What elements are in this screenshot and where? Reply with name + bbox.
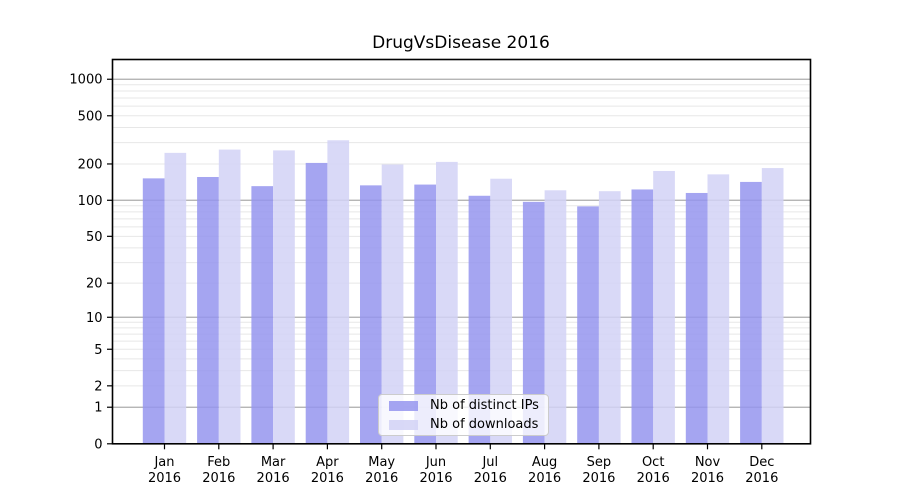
x-tick-label-month: Dec: [749, 455, 774, 470]
x-tick-label-month: Sep: [587, 455, 612, 470]
x-tick-label-month: Jul: [481, 455, 498, 470]
x-tick-label-month: Apr: [316, 455, 339, 470]
legend-item-downloads: Nb of downloads: [389, 416, 548, 432]
x-tick-label-year: 2016: [474, 471, 507, 486]
bar-downloads-sep: [598, 191, 621, 444]
legend-label-distinct-ips: Nb of distinct IPs: [430, 397, 539, 413]
legend: Nb of distinct IPs Nb of downloads: [378, 394, 549, 436]
bar-distinct-ips-oct: [631, 189, 654, 444]
x-tick-label-month: Mar: [261, 455, 286, 470]
x-tick-label-month: Oct: [642, 455, 664, 470]
bar-downloads-jan: [164, 152, 187, 444]
y-tick-label: 50: [86, 230, 103, 245]
bar-downloads-feb: [218, 149, 241, 444]
y-tick-label: 5: [94, 343, 102, 358]
bar-downloads-may: [381, 164, 404, 444]
bar-downloads-mar: [273, 150, 295, 444]
x-tick-label-year: 2016: [365, 471, 398, 486]
bar-downloads-jul: [490, 178, 512, 444]
x-tick-label-year: 2016: [202, 471, 235, 486]
bar-distinct-ips-jun: [414, 184, 436, 444]
legend-label-downloads: Nb of downloads: [430, 416, 539, 432]
x-tick-label-year: 2016: [419, 471, 452, 486]
bar-distinct-ips-dec: [740, 181, 762, 444]
x-tick-label-month: Nov: [695, 455, 721, 470]
bar-distinct-ips-jul: [468, 195, 491, 444]
x-tick-label-month: Jan: [153, 455, 174, 470]
bar-downloads-dec: [761, 168, 784, 444]
bar-distinct-ips-mar: [251, 186, 274, 444]
bar-distinct-ips-sep: [577, 206, 599, 444]
bar-distinct-ips-may: [360, 185, 382, 444]
legend-swatch-distinct-ips: [389, 400, 418, 411]
y-tick-label: 1000: [69, 73, 102, 88]
plot-border: [111, 58, 812, 445]
x-tick-label-month: Aug: [532, 455, 557, 470]
x-tick-label-year: 2016: [637, 471, 670, 486]
bar-downloads-jun: [436, 161, 458, 444]
x-tick-label-year: 2016: [257, 471, 290, 486]
y-tick-label: 2: [94, 379, 102, 394]
x-tick-label-year: 2016: [691, 471, 724, 486]
y-tick-label: 100: [78, 194, 103, 209]
bar-downloads-apr: [327, 140, 350, 444]
y-tick-label: 0: [94, 437, 102, 452]
x-tick-label-year: 2016: [311, 471, 344, 486]
bar-distinct-ips-feb: [197, 176, 219, 444]
bar-distinct-ips-jan: [142, 178, 165, 444]
y-tick-label: 10: [86, 311, 103, 326]
y-tick-label: 1: [94, 401, 102, 416]
x-tick-label-month: Feb: [207, 455, 230, 470]
y-tick-label: 500: [78, 109, 103, 124]
x-tick-label-year: 2016: [582, 471, 615, 486]
bar-downloads-aug: [544, 190, 567, 444]
bar-distinct-ips-nov: [685, 192, 708, 444]
y-tick-label: 200: [78, 157, 103, 172]
x-tick-label-month: May: [368, 455, 395, 470]
y-tick-label: 20: [86, 277, 103, 292]
bar-downloads-oct: [653, 170, 675, 444]
x-tick-label-year: 2016: [745, 471, 778, 486]
legend-item-distinct-ips: Nb of distinct IPs: [389, 397, 548, 413]
x-tick-label-month: Jun: [425, 455, 446, 470]
legend-swatch-downloads: [389, 419, 418, 430]
bar-distinct-ips-aug: [522, 201, 545, 444]
chart-title: DrugVsDisease 2016: [372, 33, 550, 53]
bar-distinct-ips-apr: [305, 162, 328, 444]
x-tick-label-year: 2016: [148, 471, 181, 486]
x-tick-label-year: 2016: [528, 471, 561, 486]
bar-downloads-nov: [707, 174, 730, 444]
